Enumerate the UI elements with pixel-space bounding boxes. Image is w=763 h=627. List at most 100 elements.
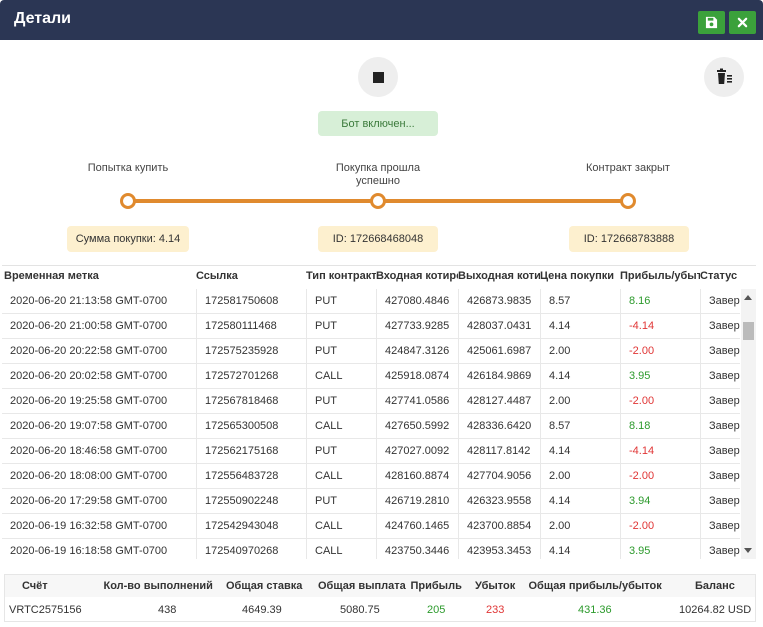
summary-value-balance: 10264.82 USD	[679, 604, 752, 616]
cell-reference: 172572701268	[196, 364, 306, 389]
table-row[interactable]: 2020-06-20 20:02:58 GMT-0700 172572701268…	[2, 364, 740, 389]
cell-contract-type: PUT	[306, 489, 376, 514]
cell-buy-price: 2.00	[540, 339, 620, 364]
column-header-profit-loss[interactable]: Прибыль/убыток	[620, 270, 700, 282]
cell-status: Завершено	[700, 289, 740, 314]
step-label-contract-closed: Контракт закрыт	[586, 162, 670, 174]
scroll-up-icon[interactable]	[744, 295, 752, 300]
cell-timestamp: 2020-06-20 18:08:00 GMT-0700	[10, 470, 168, 482]
cell-profit-loss: -2.00	[620, 339, 700, 364]
clear-log-button[interactable]	[704, 57, 744, 97]
summary-value-account: VRTC2575156	[9, 604, 82, 616]
step-node-3	[620, 193, 636, 209]
save-button[interactable]	[698, 11, 725, 34]
cell-entry-spot: 423750.3446	[376, 539, 458, 559]
cell-reference: 172542943048	[196, 514, 306, 539]
buy-id-chip: ID: 172668468048	[318, 226, 438, 252]
cell-buy-price: 4.14	[540, 364, 620, 389]
summary-header-total-payout: Общая выплата	[318, 580, 406, 592]
stop-bot-button[interactable]	[358, 57, 398, 97]
cell-exit-spot: 428037.0431	[458, 314, 540, 339]
cell-contract-type: CALL	[306, 539, 376, 559]
column-header-reference[interactable]: Ссылка	[196, 270, 238, 282]
cell-buy-price: 2.00	[540, 389, 620, 414]
cell-entry-spot: 428160.8874	[376, 464, 458, 489]
cell-timestamp: 2020-06-20 21:00:58 GMT-0700	[10, 320, 168, 332]
summary-value-total-stake: 4649.39	[242, 604, 282, 616]
bot-status-badge: Бот включен...	[318, 111, 438, 136]
column-header-timestamp[interactable]: Временная метка	[4, 270, 99, 282]
cell-contract-type: PUT	[306, 439, 376, 464]
table-row[interactable]: 2020-06-19 16:32:58 GMT-0700 172542943048…	[2, 514, 740, 539]
cell-contract-type: CALL	[306, 364, 376, 389]
scroll-thumb[interactable]	[743, 322, 754, 340]
cell-profit-loss: -2.00	[620, 464, 700, 489]
table-scrollbar[interactable]	[741, 289, 756, 559]
column-header-buy-price[interactable]: Цена покупки	[540, 270, 615, 282]
cell-profit-loss: -4.14	[620, 439, 700, 464]
cell-buy-price: 4.14	[540, 489, 620, 514]
cell-reference: 172581750608	[196, 289, 306, 314]
cell-timestamp: 2020-06-20 18:46:58 GMT-0700	[10, 445, 168, 457]
table-row[interactable]: 2020-06-20 20:22:58 GMT-0700 172575235928…	[2, 339, 740, 364]
cell-exit-spot: 428127.4487	[458, 389, 540, 414]
cell-entry-spot: 426719.2810	[376, 489, 458, 514]
cell-status: Завершено	[700, 464, 740, 489]
cell-profit-loss: 3.95	[620, 539, 700, 559]
cell-reference: 172556483728	[196, 464, 306, 489]
column-header-status[interactable]: Статус	[700, 270, 738, 282]
table-row[interactable]: 2020-06-19 16:18:58 GMT-0700 172540970268…	[2, 539, 740, 559]
table-row[interactable]: 2020-06-20 18:08:00 GMT-0700 172556483728…	[2, 464, 740, 489]
save-icon	[705, 16, 718, 29]
cell-status: Завершено	[700, 339, 740, 364]
cell-exit-spot: 423700.8854	[458, 514, 540, 539]
cell-entry-spot: 427027.0092	[376, 439, 458, 464]
transactions-table: Временная метка Ссылка Тип контракта Входна…	[2, 265, 756, 559]
table-row[interactable]: 2020-06-20 21:13:58 GMT-0700 172581750608…	[2, 289, 740, 314]
cell-reference: 172567818468	[196, 389, 306, 414]
summary-header: Счёт Кол-во выполнений Общая ставка Общая в…	[5, 575, 755, 597]
table-row[interactable]: 2020-06-20 21:00:58 GMT-0700 172580111468…	[2, 314, 740, 339]
cell-profit-loss: 8.18	[620, 414, 700, 439]
cell-status: Завершено	[700, 514, 740, 539]
cell-contract-type: CALL	[306, 514, 376, 539]
step-node-2	[370, 193, 386, 209]
buy-amount-chip: Сумма покупки: 4.14	[67, 226, 189, 252]
close-id-chip: ID: 172668783888	[569, 226, 689, 252]
cell-reference: 172540970268	[196, 539, 306, 559]
table-body[interactable]: 2020-06-20 21:13:58 GMT-0700 172581750608…	[2, 289, 740, 559]
column-header-exit-spot[interactable]: Выходная котировка	[458, 270, 540, 282]
summary-header-total-stake: Общая ставка	[226, 580, 303, 592]
close-button[interactable]	[729, 11, 756, 34]
cell-exit-spot: 426873.9835	[458, 289, 540, 314]
column-header-entry-spot[interactable]: Входная котировка	[376, 270, 458, 282]
cell-status: Завершено	[700, 539, 740, 559]
cell-profit-loss: -4.14	[620, 314, 700, 339]
cell-exit-spot: 426323.9558	[458, 489, 540, 514]
cell-entry-spot: 425918.0874	[376, 364, 458, 389]
table-row[interactable]: 2020-06-20 18:46:58 GMT-0700 172562175168…	[2, 439, 740, 464]
cell-buy-price: 4.14	[540, 314, 620, 339]
cell-timestamp: 2020-06-20 21:13:58 GMT-0700	[10, 295, 168, 307]
table-row[interactable]: 2020-06-20 17:29:58 GMT-0700 172550902248…	[2, 489, 740, 514]
table-row[interactable]: 2020-06-20 19:25:58 GMT-0700 172567818468…	[2, 389, 740, 414]
cell-entry-spot: 427080.4846	[376, 289, 458, 314]
cell-reference: 172562175168	[196, 439, 306, 464]
cell-buy-price: 8.57	[540, 414, 620, 439]
title-bar: Детали	[0, 0, 763, 40]
window-title: Детали	[14, 10, 72, 27]
cell-buy-price: 4.14	[540, 539, 620, 559]
cell-contract-type: PUT	[306, 339, 376, 364]
cell-entry-spot: 424847.3126	[376, 339, 458, 364]
close-icon	[737, 17, 748, 28]
cell-timestamp: 2020-06-19 16:32:58 GMT-0700	[10, 520, 168, 532]
cell-reference: 172580111468	[196, 314, 306, 339]
scroll-down-icon[interactable]	[744, 548, 752, 553]
column-header-contract-type[interactable]: Тип контракта	[306, 270, 376, 282]
step-label-buy-attempt: Попытка купить	[87, 162, 169, 174]
cell-buy-price: 2.00	[540, 464, 620, 489]
cell-timestamp: 2020-06-20 20:22:58 GMT-0700	[10, 345, 168, 357]
cell-contract-type: PUT	[306, 289, 376, 314]
step-label-buy-success: Покупка прошла успешно	[335, 162, 421, 187]
table-row[interactable]: 2020-06-20 19:07:58 GMT-0700 172565300508…	[2, 414, 740, 439]
